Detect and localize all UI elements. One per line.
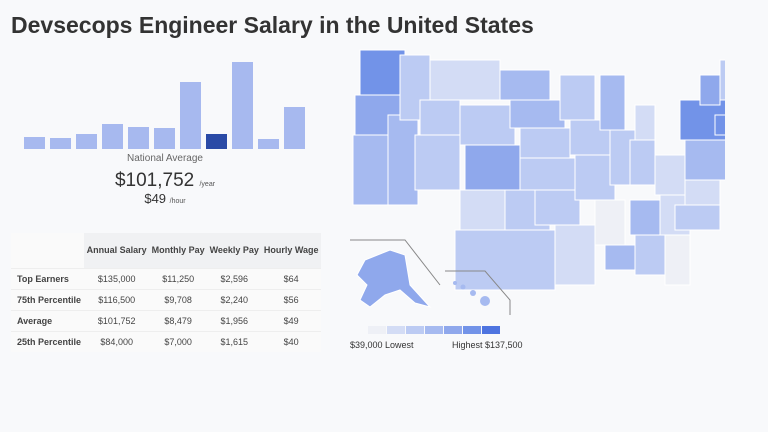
header-annual: Annual Salary: [84, 233, 150, 268]
state-region[interactable]: [519, 127, 571, 159]
histogram-bar: [24, 136, 45, 149]
table-row: Top Earners $135,000 $11,250 $2,596 $64: [11, 267, 321, 289]
state-region[interactable]: [684, 134, 725, 181]
header-hourly: Hourly Wage: [261, 233, 321, 268]
state-region[interactable]: [629, 139, 656, 186]
row-label: Average: [11, 309, 85, 331]
us-salary-map: [350, 49, 725, 315]
table-cell: $135,000: [84, 267, 150, 289]
state-region[interactable]: [429, 59, 501, 101]
state-region[interactable]: [519, 157, 576, 191]
state-region[interactable]: [634, 234, 666, 276]
state-region[interactable]: [559, 74, 596, 121]
histogram-bar: [154, 128, 175, 149]
state-region[interactable]: [464, 144, 521, 191]
state-region[interactable]: [634, 104, 656, 141]
legend-swatch: [463, 326, 481, 334]
legend-swatch: [406, 326, 424, 334]
table-cell: $1,956: [207, 309, 262, 331]
legend-swatch: [387, 326, 405, 334]
state-region[interactable]: [459, 104, 516, 146]
annual-value: $101,752: [114, 170, 195, 191]
legend-swatch: [444, 326, 462, 334]
annual-unit: /year: [199, 181, 216, 188]
table-row: 25th Percentile $84,000 $7,000 $1,615 $40: [11, 330, 321, 352]
state-region[interactable]: [594, 199, 626, 246]
state-region[interactable]: [664, 234, 691, 286]
hourly-value: $49: [144, 191, 167, 206]
state-region[interactable]: [534, 189, 581, 226]
legend-low-label: $39,000 Lowest: [350, 340, 414, 350]
national-average-label: National Average: [127, 153, 203, 164]
histogram-bar: [76, 134, 97, 149]
table-cell: $8,479: [149, 309, 208, 331]
histogram-bar: [232, 62, 253, 149]
alaska-inset-border: [350, 239, 441, 286]
row-label: 75th Percentile: [11, 288, 85, 310]
header-monthly: Monthly Pay: [149, 233, 208, 268]
map-legend: [368, 326, 500, 334]
table-cell: $116,500: [84, 288, 150, 310]
histogram-bar: [258, 139, 279, 149]
histogram-bar: [206, 134, 227, 149]
state-region[interactable]: [674, 204, 721, 231]
state-region[interactable]: [719, 59, 725, 101]
legend-swatch: [482, 326, 500, 334]
histogram-bar: [102, 123, 123, 149]
state-region[interactable]: [352, 134, 389, 206]
table-cell: $64: [261, 267, 321, 289]
table-row: Average $101,752 $8,479 $1,956 $49: [11, 309, 321, 331]
state-hawaii: [453, 281, 490, 306]
row-label: 25th Percentile: [11, 330, 85, 352]
table-row: 75th Percentile $116,500 $9,708 $2,240 $56: [11, 288, 321, 310]
state-region[interactable]: [599, 74, 626, 131]
state-region[interactable]: [629, 199, 661, 236]
table-cell: $56: [261, 288, 321, 310]
hawaii-inset-border: [445, 270, 511, 315]
table-cell: $84,000: [84, 330, 150, 352]
legend-swatch: [425, 326, 443, 334]
header-weekly: Weekly Pay: [207, 233, 262, 268]
histogram-bar: [128, 127, 149, 149]
state-region[interactable]: [359, 49, 406, 96]
salary-histogram: [20, 55, 310, 149]
table-cell: $2,240: [207, 288, 262, 310]
state-region[interactable]: [654, 154, 686, 196]
table-cell: $11,250: [149, 267, 208, 289]
table-cell: $7,000: [149, 330, 208, 352]
state-region[interactable]: [554, 224, 596, 286]
legend-swatch: [368, 326, 386, 334]
state-region[interactable]: [604, 244, 636, 271]
table-header: Annual Salary Monthly Pay Weekly Pay Hou…: [11, 233, 321, 268]
row-label: Top Earners: [11, 267, 85, 289]
state-region[interactable]: [414, 134, 461, 191]
table-cell: $49: [261, 309, 321, 331]
table-cell: $101,752: [84, 309, 150, 331]
table-cell: $1,615: [207, 330, 262, 352]
table-cell: $9,708: [149, 288, 208, 310]
histogram-bar: [50, 137, 71, 149]
table-cell: $2,596: [207, 267, 262, 289]
page-title: Devsecops Engineer Salary in the United …: [11, 12, 534, 38]
hourly-wage: $49 /hour: [0, 191, 330, 206]
salary-table: Annual Salary Monthly Pay Weekly Pay Hou…: [11, 233, 321, 352]
table-cell: $40: [261, 330, 321, 352]
histogram-bar: [180, 82, 201, 149]
state-region[interactable]: [454, 229, 556, 291]
histogram-bar: [284, 107, 305, 149]
state-region[interactable]: [684, 179, 721, 206]
annual-salary: $101,752 /year: [0, 170, 330, 192]
state-region[interactable]: [699, 74, 721, 106]
legend-high-label: Highest $137,500: [452, 340, 523, 350]
state-region[interactable]: [419, 99, 461, 136]
state-region[interactable]: [509, 99, 566, 129]
header-blank: [11, 233, 85, 268]
hourly-unit: /hour: [169, 198, 186, 205]
state-region[interactable]: [387, 114, 419, 206]
state-region[interactable]: [574, 154, 616, 201]
state-alaska: [356, 249, 432, 308]
state-region[interactable]: [714, 114, 725, 136]
state-region[interactable]: [499, 69, 551, 101]
